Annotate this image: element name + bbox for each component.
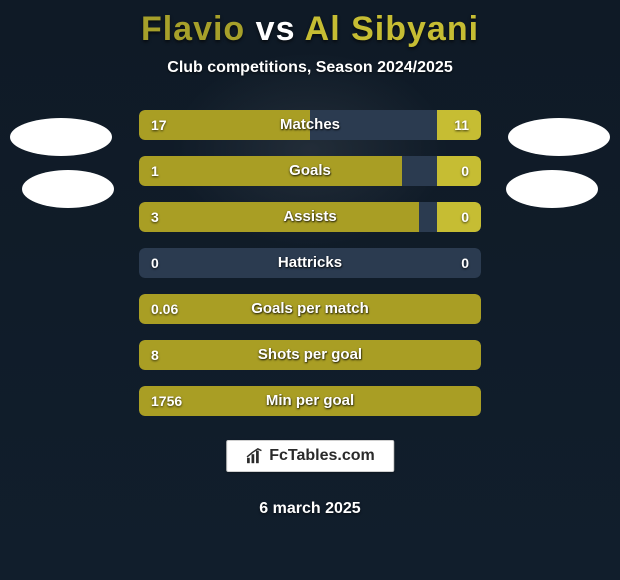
- bar-label: Assists: [139, 202, 481, 232]
- bar-label: Goals: [139, 156, 481, 186]
- bar-row: 1711Matches: [139, 110, 481, 140]
- bar-label: Shots per goal: [139, 340, 481, 370]
- bar-row: 1756Min per goal: [139, 386, 481, 416]
- bar-row: 0.06Goals per match: [139, 294, 481, 324]
- comparison-card: Flavio vs Al Sibyani Club competitions, …: [0, 0, 620, 580]
- bar-row: 30Assists: [139, 202, 481, 232]
- title-player1: Flavio: [141, 10, 245, 48]
- fctables-logo: FcTables.com: [226, 440, 394, 472]
- bar-row: 8Shots per goal: [139, 340, 481, 370]
- subtitle: Club competitions, Season 2024/2025: [0, 59, 620, 77]
- bar-label: Min per goal: [139, 386, 481, 416]
- bar-label: Goals per match: [139, 294, 481, 324]
- bar-label: Matches: [139, 110, 481, 140]
- bar-row: 10Goals: [139, 156, 481, 186]
- page-title: Flavio vs Al Sibyani: [0, 0, 620, 49]
- bar-label: Hattricks: [139, 248, 481, 278]
- title-vs: vs: [256, 10, 296, 48]
- bar-row: 00Hattricks: [139, 248, 481, 278]
- logo-text: FcTables.com: [269, 447, 375, 465]
- title-player2: Al Sibyani: [305, 10, 479, 48]
- date-label: 6 march 2025: [0, 500, 620, 518]
- comparison-bars: 1711Matches 10Goals 30Assists 00Hattricks 0.…: [0, 110, 620, 432]
- chart-icon: [245, 447, 263, 465]
